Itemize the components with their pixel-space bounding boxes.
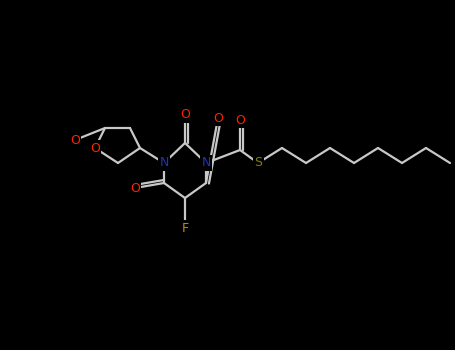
Text: S: S xyxy=(254,156,262,169)
Text: O: O xyxy=(235,113,245,126)
Text: O: O xyxy=(90,141,100,154)
Text: F: F xyxy=(182,222,188,235)
Text: N: N xyxy=(159,156,169,169)
Text: O: O xyxy=(180,108,190,121)
Text: O: O xyxy=(70,133,80,147)
Text: O: O xyxy=(130,182,140,195)
Text: N: N xyxy=(201,156,211,169)
Text: O: O xyxy=(213,112,223,125)
